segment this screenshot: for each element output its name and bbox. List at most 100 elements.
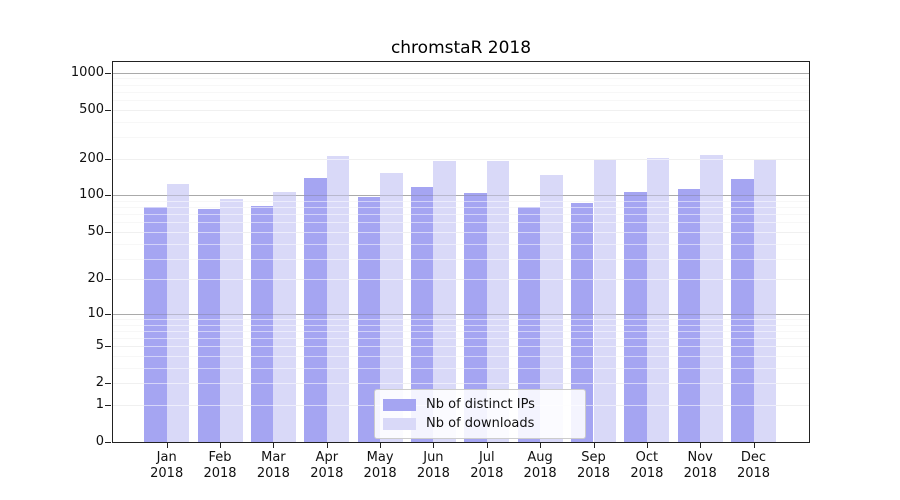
legend-item-downloads: Nb of downloads: [383, 414, 575, 433]
minor-gridline-overlay: [113, 330, 809, 332]
x-tick-mark: [753, 443, 755, 448]
minor-gridline-overlay: [113, 91, 809, 93]
y-tick-mark: [105, 195, 111, 197]
major-gridline-overlay: [113, 195, 809, 197]
y-tick-mark: [105, 405, 111, 406]
major-gridline-overlay: [113, 313, 809, 315]
bar-downloads: [540, 174, 563, 442]
x-tick-mark: [700, 443, 702, 448]
major-gridline: [113, 313, 809, 315]
y-tick-label: 0: [95, 434, 104, 449]
x-tick-label: Oct 2018: [630, 450, 664, 481]
legend-label-downloads: Nb of downloads: [426, 416, 535, 431]
bar-distinct-ips: [410, 187, 434, 442]
minor-gridline-overlay: [113, 243, 809, 245]
x-tick-label: Jan 2018: [150, 450, 184, 481]
bar-downloads: [486, 161, 510, 442]
chart-title: chromstaR 2018: [390, 38, 532, 58]
x-tick-mark: [326, 443, 328, 448]
minor-gridline-overlay: [113, 222, 809, 224]
y-tick-label: 2: [95, 375, 104, 391]
legend: Nb of distinct IPs Nb of downloads: [374, 389, 586, 439]
y-tick-label: 500: [79, 101, 104, 117]
minor-gridline-overlay: [113, 258, 809, 260]
y-tick-mark: [105, 109, 111, 111]
x-tick-mark: [646, 443, 648, 448]
bar-distinct-ips: [250, 205, 274, 442]
major-gridline-overlay: [113, 383, 809, 385]
major-gridline-overlay: [113, 109, 809, 111]
bar-downloads: [753, 159, 777, 442]
bar-distinct-ips: [464, 192, 487, 442]
x-tick-label: Feb 2018: [203, 450, 237, 481]
x-tick-mark: [220, 443, 221, 448]
minor-gridline-overlay: [113, 318, 809, 320]
minor-gridline-overlay: [113, 324, 809, 326]
y-tick-mark: [105, 279, 111, 281]
y-tick-mark: [105, 158, 111, 160]
major-gridline: [113, 72, 809, 74]
y-tick-label: 100: [79, 187, 104, 203]
y-tick-label: 1: [95, 397, 104, 412]
bar-downloads: [380, 173, 403, 442]
gridlines-over: [113, 62, 809, 442]
y-tick-mark: [105, 231, 111, 233]
x-tick-label: Dec 2018: [736, 450, 771, 481]
major-gridline: [113, 195, 809, 197]
x-tick-mark: [380, 443, 382, 448]
x-tick-label: Apr 2018: [310, 450, 344, 481]
bar-downloads: [593, 159, 617, 442]
bar-downloads: [433, 161, 456, 442]
bar-distinct-ips: [624, 192, 647, 442]
major-gridline-overlay: [113, 231, 809, 233]
x-tick-label: Aug 2018: [523, 450, 557, 481]
minor-gridline-overlay: [113, 367, 809, 369]
y-tick-label: 1000: [70, 64, 104, 80]
plot-area: [112, 61, 810, 443]
x-tick-label: May 2018: [363, 450, 397, 481]
bar-downloads: [700, 154, 723, 442]
minor-gridline-overlay: [113, 207, 809, 209]
minor-gridline-overlay: [113, 84, 809, 86]
legend-swatch-ips-icon: [383, 398, 416, 411]
major-gridline-overlay: [113, 158, 809, 160]
legend-label-ips: Nb of distinct IPs: [426, 397, 535, 412]
minor-gridline-overlay: [113, 121, 809, 123]
bar-downloads: [326, 156, 350, 442]
minor-gridline-overlay: [113, 338, 809, 339]
x-tick-label: Jul 2018: [470, 450, 504, 481]
legend-item-ips: Nb of distinct IPs: [383, 395, 575, 414]
minor-gridline-overlay: [113, 200, 809, 202]
bar-downloads: [273, 191, 296, 442]
bar-downloads: [646, 157, 670, 442]
bar-distinct-ips: [731, 179, 754, 442]
x-tick-mark: [593, 443, 595, 448]
x-tick-label: Sep 2018: [576, 450, 611, 481]
x-tick-mark: [433, 443, 435, 448]
x-tick-label: Nov 2018: [683, 450, 717, 481]
y-tick-label: 10: [87, 305, 104, 321]
bar-distinct-ips: [677, 188, 701, 442]
major-gridline-overlay: [113, 279, 809, 281]
x-tick-label: Jun 2018: [416, 450, 450, 481]
minor-gridline-overlay: [113, 214, 809, 216]
y-tick-label: 50: [87, 223, 104, 239]
bar-distinct-ips: [570, 202, 594, 442]
y-tick-mark: [105, 383, 111, 385]
y-tick-label: 200: [79, 150, 104, 166]
y-tick-label: 5: [95, 338, 104, 354]
legend-swatch-downloads-icon: [383, 417, 416, 430]
y-tick-mark: [105, 442, 111, 443]
minor-gridline-overlay: [113, 356, 809, 357]
x-tick-mark: [273, 443, 275, 448]
minor-gridline-overlay: [113, 100, 809, 102]
x-tick-mark: [166, 443, 168, 448]
major-gridline-overlay: [113, 346, 809, 348]
y-tick-label: 20: [87, 271, 104, 287]
x-tick-label: Mar 2018: [256, 450, 290, 481]
minor-gridline-overlay: [113, 78, 809, 80]
major-gridline-overlay: [113, 72, 809, 74]
bar-downloads: [166, 184, 190, 442]
y-tick-mark: [105, 313, 111, 315]
